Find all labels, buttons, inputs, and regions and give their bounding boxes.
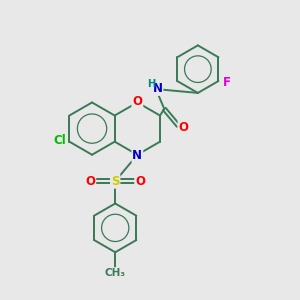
Text: CH₃: CH₃: [105, 268, 126, 278]
Text: N: N: [132, 149, 142, 162]
Text: N: N: [152, 82, 162, 95]
Text: S: S: [111, 175, 119, 188]
Text: O: O: [85, 175, 95, 188]
Text: H: H: [147, 79, 155, 89]
Text: F: F: [223, 76, 231, 89]
Text: O: O: [135, 175, 145, 188]
Text: O: O: [178, 121, 189, 134]
Text: O: O: [132, 95, 142, 108]
Text: Cl: Cl: [53, 134, 66, 147]
